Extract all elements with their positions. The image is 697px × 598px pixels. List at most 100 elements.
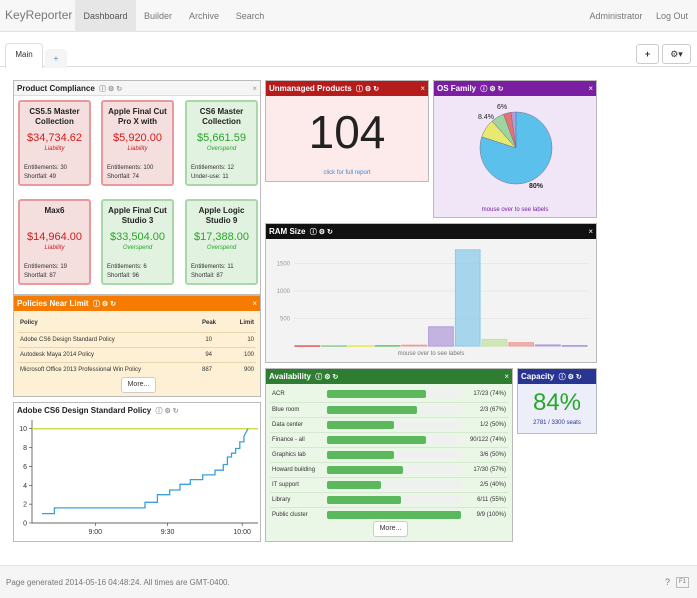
gear-icon[interactable]: ⚙ bbox=[489, 86, 496, 93]
refresh-icon[interactable]: ↻ bbox=[332, 374, 339, 381]
list-item[interactable]: Public cluster 9/9 (100%) bbox=[270, 507, 508, 522]
nav-archive[interactable]: Archive bbox=[188, 11, 219, 21]
close-icon[interactable]: × bbox=[588, 227, 593, 236]
usage-bar-track bbox=[327, 390, 461, 398]
list-item[interactable]: Finance - all 90/122 (74%) bbox=[270, 432, 508, 447]
add-widget-button[interactable]: + bbox=[636, 44, 659, 64]
availability-more-button[interactable]: More... bbox=[373, 521, 408, 537]
policy-usage-panel: Adobe CS6 Design Standard Policy ⓘ ⚙ ↻ 0 2 4… bbox=[13, 402, 261, 542]
nav-search[interactable]: Search bbox=[235, 11, 265, 21]
close-icon[interactable]: × bbox=[252, 299, 257, 308]
bar[interactable] bbox=[401, 344, 428, 347]
add-tab-button[interactable]: + bbox=[45, 49, 67, 68]
compliance-card[interactable]: Max6 $14,964.00 Liability Entitlements: 19 S… bbox=[18, 199, 91, 285]
card-entitlements: Entitlements: 100 bbox=[107, 165, 154, 171]
table-row[interactable]: Autodesk Maya 2014 Policy 94 100 bbox=[18, 347, 256, 362]
usage-bar-fill bbox=[327, 481, 381, 489]
refresh-icon[interactable]: ↻ bbox=[116, 86, 123, 93]
nav-builder[interactable]: Builder bbox=[143, 11, 172, 21]
nav-dashboard[interactable]: Dashboard bbox=[75, 0, 136, 32]
lab-usage: 2/3 (67%) bbox=[479, 407, 506, 413]
brand-logo[interactable]: KeyReporter bbox=[5, 8, 73, 22]
compliance-card[interactable]: Apple Logic Studio 9 $17,388.00 Overspend E… bbox=[185, 199, 258, 285]
compliance-cards: CS5.5 Master Collection $34,734.62 Liabili… bbox=[14, 96, 260, 294]
list-item[interactable]: Howard building 17/30 (57%) bbox=[270, 462, 508, 477]
settings-dropdown-button[interactable]: ⚙▾ bbox=[662, 44, 691, 64]
card-status: Overspend bbox=[206, 146, 237, 152]
bar[interactable] bbox=[535, 344, 561, 347]
user-menu[interactable]: Administrator bbox=[589, 11, 643, 21]
gear-icon[interactable]: ⚙ bbox=[318, 229, 325, 236]
full-report-link[interactable]: click for full report bbox=[323, 170, 371, 176]
bar[interactable] bbox=[454, 249, 481, 347]
info-icon[interactable]: ⓘ bbox=[558, 374, 566, 381]
os-family-pie-chart[interactable]: 80% 8.4%6% bbox=[434, 96, 597, 206]
lab-usage: 1/2 (50%) bbox=[479, 422, 506, 428]
close-icon[interactable]: × bbox=[588, 84, 593, 93]
list-item[interactable]: Graphics lab 3/6 (50%) bbox=[270, 447, 508, 462]
gear-icon[interactable]: ⚙ bbox=[164, 408, 171, 415]
gear-icon[interactable]: ⚙ bbox=[108, 86, 115, 93]
compliance-card[interactable]: Apple Final Cut Studio 3 $33,504.00 Oversp… bbox=[101, 199, 174, 285]
policy-usage-line-chart[interactable]: 0 2 4 6 8 10 9:00 9:30 10:00 bbox=[14, 418, 261, 542]
list-item[interactable]: Library 6/11 (55%) bbox=[270, 492, 508, 507]
close-icon[interactable]: × bbox=[252, 84, 257, 93]
bar[interactable] bbox=[348, 345, 374, 347]
gear-icon[interactable]: ⚙ bbox=[101, 301, 109, 308]
bar[interactable] bbox=[374, 345, 401, 347]
info-icon[interactable]: ⓘ bbox=[309, 229, 317, 236]
pie-slice[interactable] bbox=[479, 111, 553, 185]
panel-title: Policies Near Limit bbox=[17, 299, 89, 308]
bar[interactable] bbox=[294, 345, 321, 347]
list-item[interactable]: Blue room 2/3 (67%) bbox=[270, 402, 508, 417]
compliance-card[interactable]: Apple Final Cut Pro X with $5,920.00 Liabi… bbox=[101, 100, 174, 186]
bar[interactable] bbox=[561, 345, 588, 347]
usage-bar-track bbox=[327, 451, 461, 459]
lab-name: IT support bbox=[272, 482, 299, 488]
compliance-card[interactable]: CS6 Master Collection $5,661.59 Overspend E… bbox=[185, 100, 258, 186]
list-item[interactable]: Data center 1/2 (50%) bbox=[270, 417, 508, 432]
bar[interactable] bbox=[508, 342, 535, 347]
refresh-icon[interactable]: ↻ bbox=[497, 86, 504, 93]
table-row[interactable]: Microsoft Office 2013 Professional Win P… bbox=[18, 362, 256, 377]
tab-main[interactable]: Main bbox=[5, 43, 43, 68]
card-product-name: Max6 bbox=[44, 206, 65, 215]
usage-bar-fill bbox=[327, 496, 401, 504]
logout-link[interactable]: Log Out bbox=[655, 11, 689, 21]
capacity-percent: 84% bbox=[532, 389, 582, 416]
policy-name: Microsoft Office 2013 Professional Win P… bbox=[20, 367, 141, 373]
info-icon[interactable]: ⓘ bbox=[355, 86, 363, 93]
refresh-icon[interactable]: ↻ bbox=[575, 374, 582, 381]
info-icon[interactable]: ⓘ bbox=[155, 408, 163, 415]
gear-icon[interactable]: ⚙ bbox=[567, 374, 574, 381]
info-icon[interactable]: ⓘ bbox=[315, 374, 323, 381]
refresh-icon[interactable]: ↻ bbox=[326, 229, 333, 236]
y-tick-label: 1000 bbox=[277, 289, 291, 295]
list-item[interactable]: ACR 17/23 (74%) bbox=[270, 387, 508, 402]
card-entitlements: Entitlements: 11 bbox=[191, 264, 234, 270]
info-icon[interactable]: ⓘ bbox=[92, 301, 100, 308]
lab-name: Finance - all bbox=[272, 437, 305, 443]
compliance-card[interactable]: CS5.5 Master Collection $34,734.62 Liabili… bbox=[18, 100, 91, 186]
table-row[interactable]: Adobe CS6 Design Standard Policy 10 10 bbox=[18, 332, 256, 347]
usage-series-line[interactable] bbox=[42, 428, 249, 515]
close-icon[interactable]: × bbox=[504, 372, 509, 381]
gear-icon[interactable]: ⚙ bbox=[324, 374, 331, 381]
card-amount: $34,734.62 bbox=[26, 132, 83, 144]
close-icon[interactable]: × bbox=[420, 84, 425, 93]
bar[interactable] bbox=[481, 338, 508, 347]
help-icon[interactable]: ? bbox=[665, 577, 671, 587]
info-icon[interactable]: ⓘ bbox=[480, 86, 488, 93]
bar[interactable] bbox=[428, 326, 454, 347]
refresh-icon[interactable]: ↻ bbox=[373, 86, 380, 93]
card-status: Overspend bbox=[206, 245, 237, 251]
policies-more-button[interactable]: More... bbox=[121, 377, 156, 393]
gear-icon[interactable]: ⚙ bbox=[364, 86, 372, 93]
info-icon[interactable]: ⓘ bbox=[99, 86, 107, 93]
ram-size-bar-chart[interactable]: 500 1000 1500 bbox=[266, 239, 597, 351]
policy-limit: 900 bbox=[243, 367, 254, 373]
refresh-icon[interactable]: ↻ bbox=[172, 408, 179, 415]
list-item[interactable]: IT support 2/5 (40%) bbox=[270, 477, 508, 492]
refresh-icon[interactable]: ↻ bbox=[110, 301, 116, 308]
bar[interactable] bbox=[321, 345, 347, 347]
